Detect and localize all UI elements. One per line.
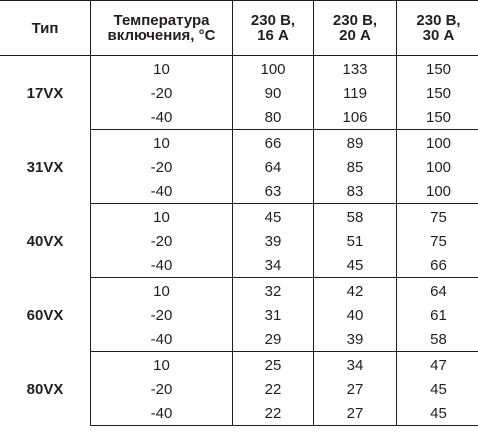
table-row: -20 31 40 61: [0, 303, 478, 327]
value-30a-cell: 61: [430, 306, 447, 324]
value-16a-cell: 22: [232, 401, 314, 426]
table-row: -20 22 27 45: [0, 377, 478, 401]
value-20a-cell: 39: [313, 327, 397, 352]
value-16a-cell: 100: [232, 55, 314, 81]
value-16a-cell: 64: [232, 155, 314, 179]
type-cell: 17VX: [0, 55, 91, 130]
value-20a-cell: 34: [313, 351, 397, 377]
value-16a-cell: 39: [232, 229, 314, 253]
table-body: 17VX 10 100 133 150 -20 90 119 150 -40 80 106 150 31V…: [0, 55, 478, 426]
temperature-cell: -20: [90, 303, 233, 327]
table-row: -20 39 51 75: [0, 229, 478, 253]
value-30a-cell: 150: [396, 105, 478, 130]
header-row: Тип Температура включения, °C 230 В, 16 А …: [0, 0, 478, 56]
value-30a-cell: 150: [425, 84, 452, 102]
value-20a-cell: 40: [313, 303, 397, 327]
table-header: Тип Температура включения, °C 230 В, 16 А …: [0, 0, 478, 56]
header-type-label: Тип: [31, 19, 59, 37]
value-30a-cell: 47: [430, 356, 447, 374]
value-16a-cell: 90: [232, 81, 314, 105]
type-cell: 60VX: [0, 277, 91, 352]
temperature-cell: 10: [90, 203, 233, 229]
table-row: -40 29 39 58: [0, 327, 478, 352]
value-20a-cell: 106: [313, 105, 397, 130]
value-20a-cell: 85: [313, 155, 397, 179]
type-cell: 80VX: [0, 351, 91, 426]
value-16a-cell: 63: [232, 179, 314, 204]
temperature-cell: -40: [90, 327, 233, 352]
table-row: -20 90 119 150: [0, 81, 478, 105]
type-cell: 31VX: [0, 129, 91, 204]
table-row: -40 80 106 150: [0, 105, 478, 130]
value-30a-cell: 66: [396, 253, 478, 278]
value-16a-cell: 66: [232, 129, 314, 155]
temperature-cell: -40: [90, 253, 233, 278]
temperature-cell: 10: [90, 277, 233, 303]
value-20a-cell: 133: [313, 55, 397, 81]
value-30a-cell: 75: [430, 232, 447, 250]
value-20a-cell: 119: [313, 81, 397, 105]
table-row: 31VX 10 66 89 100: [0, 129, 478, 204]
value-30a-cell: 45: [396, 401, 478, 426]
header-col-20a-line2: 20 А: [339, 27, 371, 44]
value-30a-cell: 58: [396, 327, 478, 352]
value-30a-cell: 45: [430, 380, 447, 398]
value-20a-cell: 27: [313, 377, 397, 401]
temperature-cell: 10: [90, 351, 233, 377]
table-row: 17VX 10 100 133 150: [0, 55, 478, 130]
temperature-cell: -20: [90, 155, 233, 179]
table-row: 60VX 10 32 42 64: [0, 277, 478, 352]
header-temperature-line1: Температура: [113, 12, 210, 29]
temperature-cell: -20: [90, 377, 233, 401]
value-16a-cell: 34: [232, 253, 314, 278]
value-20a-cell: 45: [313, 253, 397, 278]
table-row: 80VX 10 25 34 47: [0, 351, 478, 426]
value-16a-cell: 80: [232, 105, 314, 130]
header-col-20a-line1: 230 В,: [332, 12, 378, 29]
header-col-30a-line2: 30 А: [422, 27, 455, 44]
temperature-cell: -20: [90, 81, 233, 105]
value-30a-cell: 100: [396, 179, 478, 204]
value-20a-cell: 83: [313, 179, 397, 204]
table-row: -40 63 83 100: [0, 179, 478, 204]
header-type: Тип: [0, 0, 91, 56]
header-col-16a-line1: 230 В,: [250, 12, 296, 29]
value-30a-cell: 100: [425, 134, 452, 152]
header-col-20a: 230 В, 20 А: [313, 0, 397, 56]
value-16a-cell: 45: [232, 203, 314, 229]
header-col-16a-line2: 16 А: [257, 27, 289, 44]
value-30a-cell: 75: [430, 208, 447, 226]
table-row: -20 64 85 100: [0, 155, 478, 179]
temperature-cell: -40: [90, 105, 233, 130]
value-20a-cell: 89: [313, 129, 397, 155]
value-16a-cell: 25: [232, 351, 314, 377]
temperature-cell: 10: [90, 129, 233, 155]
header-temperature-line2: включения, °C: [107, 27, 216, 44]
value-20a-cell: 27: [313, 401, 397, 426]
type-cell: 40VX: [0, 203, 91, 278]
value-16a-cell: 32: [232, 277, 314, 303]
temperature-cell: -40: [90, 401, 233, 426]
temperature-cell: -20: [90, 229, 233, 253]
table-row: 40VX 10 45 58 75: [0, 203, 478, 278]
header-col-30a: 230 В, 30 А: [396, 0, 478, 56]
value-16a-cell: 22: [232, 377, 314, 401]
value-30a-cell: 150: [425, 60, 452, 78]
value-20a-cell: 42: [313, 277, 397, 303]
header-temperature: Температура включения, °C: [90, 0, 233, 56]
value-30a-cell: 64: [430, 282, 447, 300]
power-table: Тип Температура включения, °C 230 В, 16 А …: [0, 0, 478, 426]
value-16a-cell: 29: [232, 327, 314, 352]
header-col-16a: 230 В, 16 А: [232, 0, 314, 56]
table-row: -40 34 45 66: [0, 253, 478, 278]
value-16a-cell: 31: [232, 303, 314, 327]
table-row: -40 22 27 45: [0, 401, 478, 426]
temperature-cell: -40: [90, 179, 233, 204]
temperature-cell: 10: [90, 55, 233, 81]
header-col-30a-line1: 230 В,: [416, 12, 461, 29]
value-20a-cell: 51: [313, 229, 397, 253]
value-20a-cell: 58: [313, 203, 397, 229]
value-30a-cell: 100: [425, 158, 452, 176]
